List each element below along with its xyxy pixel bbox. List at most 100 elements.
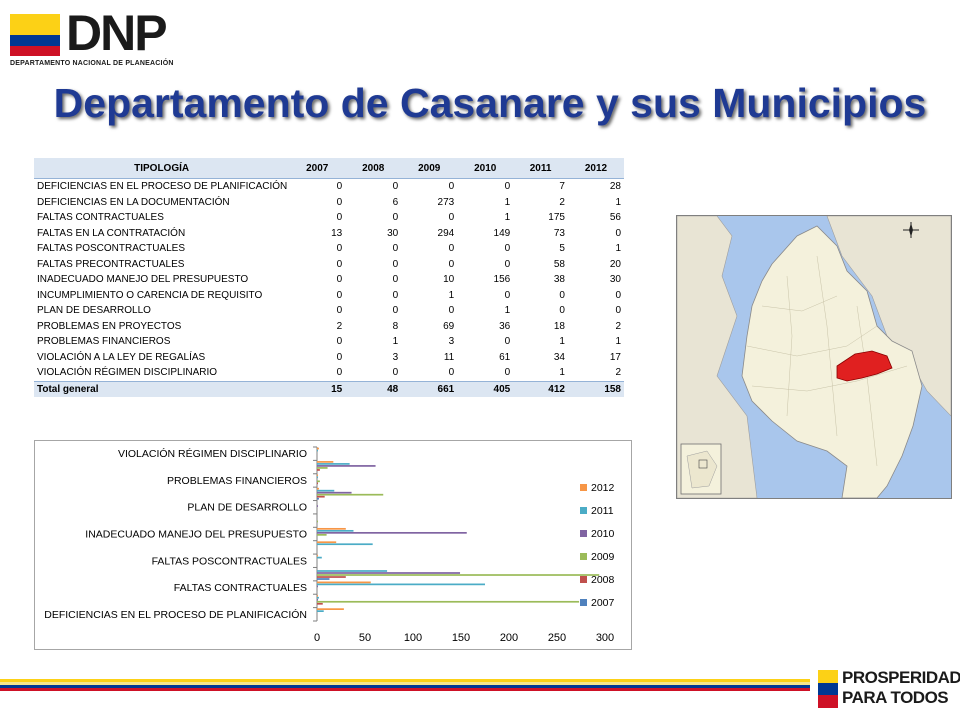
row-label: PROBLEMAS EN PROYECTOS xyxy=(37,320,182,332)
flag-stripe xyxy=(0,679,810,691)
row-value: 0 xyxy=(336,274,343,286)
bar-2009 xyxy=(317,574,600,576)
row-value: 0 xyxy=(448,212,455,224)
row-value: 0 xyxy=(392,274,399,286)
row-value: 17 xyxy=(609,351,621,363)
row-value: 0 xyxy=(615,305,621,317)
row-value: 30 xyxy=(609,274,621,286)
bar-2010 xyxy=(317,531,467,534)
row-label: DEFICIENCIAS EN LA DOCUMENTACIÓN xyxy=(37,196,230,208)
bar-2012 xyxy=(317,594,318,597)
compass-icon xyxy=(903,222,919,238)
row-value: 0 xyxy=(336,258,343,270)
row-value: 0 xyxy=(336,181,343,193)
bar-2008 xyxy=(317,469,320,471)
row-value: 1 xyxy=(448,289,455,301)
table-header-row: TIPOLOGÍA 2007 2008 2009 2010 2011 2012 xyxy=(34,158,624,179)
row-value: 3 xyxy=(392,351,399,363)
bar-2011 xyxy=(317,489,335,492)
row-value: 0 xyxy=(559,305,565,317)
table-row: VIOLACIÓN RÉGIMEN DISCIPLINARIO 0 0 0 0 1 2 xyxy=(34,365,624,381)
chart-svg: DEFICIENCIAS EN EL PROCESO DE PLANIFICAC… xyxy=(44,446,615,644)
bar-2010 xyxy=(317,505,318,507)
row-value: 0 xyxy=(448,181,455,193)
row-value: 0 xyxy=(336,243,343,255)
row-label: VIOLACIÓN RÉGIMEN DISCIPLINARIO xyxy=(37,367,218,379)
table-header-cell: 2010 xyxy=(457,158,514,179)
y-tick-label: VIOLACIÓN RÉGIMEN DISCIPLINARIO xyxy=(118,447,307,460)
bar-2011 xyxy=(317,529,354,532)
row-value: 1 xyxy=(559,367,565,379)
colombia-map xyxy=(676,215,952,499)
bar-2012 xyxy=(317,554,318,557)
row-value: 0 xyxy=(615,227,621,239)
bar-2008 xyxy=(317,602,323,605)
bar-2011 xyxy=(317,463,350,465)
row-label: INCUMPLIMIENTO O CARENCIA DE REQUISITO xyxy=(37,289,263,301)
legend-label: 2007 xyxy=(591,597,615,609)
row-value: 0 xyxy=(448,243,455,255)
row-value: 0 xyxy=(504,289,511,301)
row-value: 0 xyxy=(448,305,455,317)
row-value: 34 xyxy=(553,351,565,363)
table-row: PROBLEMAS EN PROYECTOS 2 8 69 36 18 2 xyxy=(34,319,624,335)
legend-swatch xyxy=(580,507,587,514)
row-value: 1 xyxy=(615,243,621,255)
bar-2010 xyxy=(317,572,461,574)
legend-swatch xyxy=(580,553,587,560)
row-value: 0 xyxy=(392,305,399,317)
bar-2012 xyxy=(317,581,371,584)
row-value: 175 xyxy=(548,212,565,224)
row-value: 6 xyxy=(392,196,399,208)
row-label: FALTAS POSCONTRACTUALES xyxy=(37,243,185,255)
bar-2009 xyxy=(317,480,320,483)
y-tick-label: PROBLEMAS FINANCIEROS xyxy=(167,475,307,487)
table-row: FALTAS EN LA CONTRATACIÓN 13 30 294 149 73 0 xyxy=(34,226,624,242)
bar-2010 xyxy=(317,491,352,494)
table-row: INCUMPLIMIENTO O CARENCIA DE REQUISITO 0 0… xyxy=(34,288,624,304)
bar-chart: DEFICIENCIAS EN EL PROCESO DE PLANIFICAC… xyxy=(34,440,632,650)
page-title: Departamento de Casanare y sus Municipio… xyxy=(52,79,928,128)
bar-2010 xyxy=(317,598,318,601)
legend-swatch xyxy=(580,576,587,583)
table-row: FALTAS POSCONTRACTUALES 0 0 0 0 5 1 xyxy=(34,241,624,257)
logo-text: DNP xyxy=(66,5,168,61)
bar-2009 xyxy=(317,520,318,523)
legend-label: 2012 xyxy=(591,482,615,494)
y-tick-label: FALTAS POSCONTRACTUALES xyxy=(152,555,307,567)
row-value: 2 xyxy=(615,367,621,379)
row-value: 2 xyxy=(336,320,343,332)
bar-2011 xyxy=(317,583,485,586)
row-value: 7 xyxy=(559,181,565,193)
bar-2007 xyxy=(317,497,319,500)
bar-2012 xyxy=(317,608,344,610)
bar-2011 xyxy=(317,543,373,546)
legend-label: 2008 xyxy=(591,574,615,586)
row-value: 56 xyxy=(609,212,621,224)
row-value: 11 xyxy=(443,351,455,363)
x-tick-label: 100 xyxy=(404,632,422,644)
bar-2009 xyxy=(317,534,327,536)
row-value: 1 xyxy=(615,196,621,208)
row-value: 0 xyxy=(336,367,343,379)
table-row: DEFICIENCIAS EN EL PROCESO DE PLANIFICAC… xyxy=(34,179,624,195)
row-value: 412 xyxy=(513,380,568,397)
legend-swatch xyxy=(580,530,587,537)
legend-swatch xyxy=(580,484,587,491)
row-value: 156 xyxy=(493,274,511,286)
table-row: FALTAS CONTRACTUALES 0 0 0 1 175 56 xyxy=(34,210,624,226)
x-tick-label: 250 xyxy=(548,632,566,644)
x-tick-label: 300 xyxy=(596,632,614,644)
table-header-cell: 2008 xyxy=(345,158,402,179)
row-label: Total general xyxy=(34,380,290,397)
row-label: PLAN DE DESARROLLO xyxy=(37,305,151,317)
legend-label: 2010 xyxy=(591,528,615,540)
row-value: 13 xyxy=(331,227,343,239)
row-value: 0 xyxy=(392,243,399,255)
y-tick-label: DEFICIENCIAS EN EL PROCESO DE PLANIFICAC… xyxy=(44,608,307,621)
row-value: 10 xyxy=(443,274,455,286)
data-table: TIPOLOGÍA 2007 2008 2009 2010 2011 2012 … xyxy=(34,158,624,397)
row-value: 1 xyxy=(392,336,399,348)
bar-2008 xyxy=(317,482,318,485)
row-label: DEFICIENCIAS EN EL PROCESO DE PLANIFICAC… xyxy=(37,181,288,193)
